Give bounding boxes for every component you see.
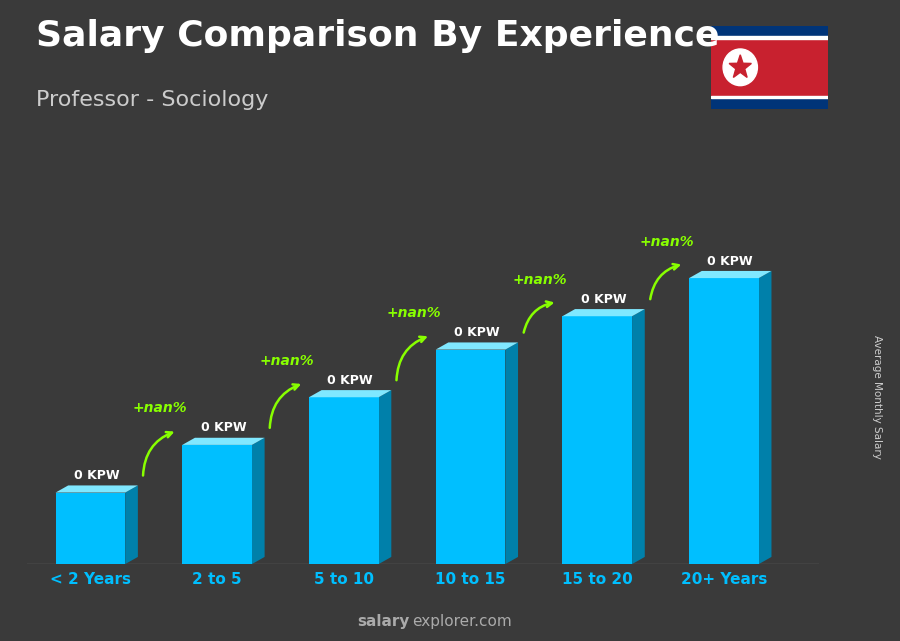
Bar: [309, 397, 379, 564]
Bar: [711, 37, 828, 38]
Circle shape: [723, 49, 758, 86]
Polygon shape: [562, 309, 644, 316]
Bar: [436, 349, 506, 564]
Bar: [562, 316, 632, 564]
Bar: [711, 26, 828, 37]
Polygon shape: [379, 390, 392, 564]
Text: 0 KPW: 0 KPW: [201, 421, 247, 435]
Text: Salary Comparison By Experience: Salary Comparison By Experience: [36, 19, 719, 53]
Text: 0 KPW: 0 KPW: [328, 374, 373, 387]
Text: Average Monthly Salary: Average Monthly Salary: [872, 335, 883, 460]
Bar: [689, 278, 759, 564]
Text: +nan%: +nan%: [259, 354, 314, 368]
Text: 0 KPW: 0 KPW: [74, 469, 120, 482]
Text: +nan%: +nan%: [386, 306, 441, 320]
Polygon shape: [182, 438, 265, 445]
Text: +nan%: +nan%: [513, 272, 568, 287]
Text: +nan%: +nan%: [132, 401, 187, 415]
Text: +nan%: +nan%: [640, 235, 694, 249]
Text: 0 KPW: 0 KPW: [707, 254, 753, 267]
Polygon shape: [506, 342, 518, 564]
Bar: [182, 445, 252, 564]
Polygon shape: [56, 485, 138, 492]
Text: Professor - Sociology: Professor - Sociology: [36, 90, 268, 110]
Bar: [711, 97, 828, 109]
Polygon shape: [759, 271, 771, 564]
Text: explorer.com: explorer.com: [412, 615, 512, 629]
Bar: [56, 492, 125, 564]
Polygon shape: [729, 55, 751, 78]
Text: 0 KPW: 0 KPW: [454, 326, 500, 339]
Polygon shape: [309, 390, 392, 397]
Polygon shape: [689, 271, 771, 278]
Polygon shape: [125, 485, 138, 564]
Bar: [711, 37, 828, 97]
Bar: [711, 96, 828, 98]
Polygon shape: [252, 438, 265, 564]
Text: 0 KPW: 0 KPW: [580, 293, 626, 306]
Polygon shape: [436, 342, 518, 349]
Polygon shape: [632, 309, 644, 564]
Text: salary: salary: [357, 615, 410, 629]
